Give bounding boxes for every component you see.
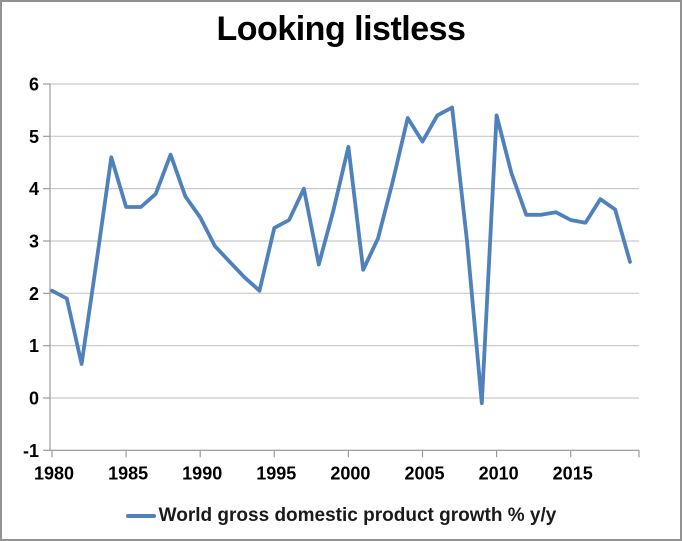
x-axis-label: 1985 <box>108 463 148 483</box>
legend: World gross domestic product growth % y/… <box>2 505 680 527</box>
x-axis-label: 2000 <box>330 463 370 483</box>
legend-line-swatch <box>125 514 156 518</box>
x-axis-label: 2015 <box>553 463 593 483</box>
y-axis-label: 5 <box>29 127 39 147</box>
chart-title: Looking listless <box>216 10 466 48</box>
y-axis-label: 0 <box>29 388 39 408</box>
x-axis-label: 2010 <box>479 463 519 483</box>
gdp-growth-line <box>50 105 632 406</box>
y-axis-label: 1 <box>29 336 39 356</box>
y-axis-label: 2 <box>29 284 39 304</box>
x-axis-label: 2005 <box>404 463 444 483</box>
y-axis-label: 3 <box>29 231 39 251</box>
x-axis-label: 1980 <box>34 463 74 483</box>
y-axis-label: -1 <box>23 441 39 461</box>
x-axis-label: 1995 <box>256 463 296 483</box>
legend-label: World gross domestic product growth % y/… <box>158 505 557 526</box>
y-axis-label: 4 <box>29 179 39 199</box>
x-axis-label: 1990 <box>182 463 222 483</box>
y-axis-label: 6 <box>29 74 39 94</box>
